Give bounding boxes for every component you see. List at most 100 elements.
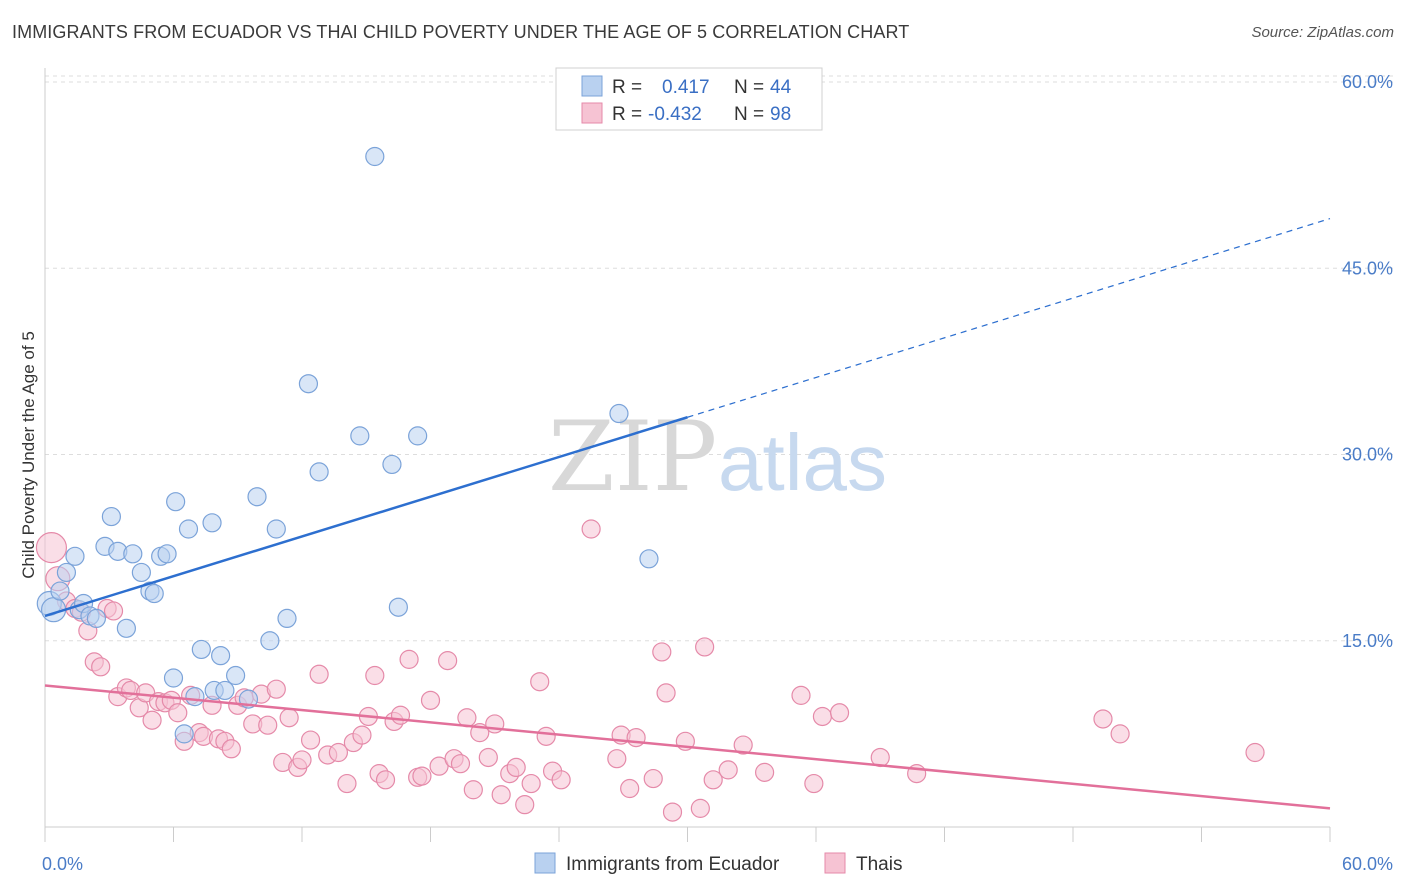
chart-title: IMMIGRANTS FROM ECUADOR VS THAI CHILD PO… xyxy=(12,22,910,42)
ecuador-point xyxy=(260,631,280,651)
thais-point xyxy=(35,532,68,564)
thais-point xyxy=(1093,709,1113,729)
ecuador-point xyxy=(365,146,385,167)
ecuador-point xyxy=(350,426,370,446)
thais-point xyxy=(581,519,601,539)
series-legend: Immigrants from Ecuador Thais xyxy=(534,852,902,875)
thais-point xyxy=(478,747,498,768)
thais-point xyxy=(690,798,710,818)
ecuador-trend-extension xyxy=(687,218,1331,418)
legend-swatch-thais xyxy=(581,102,603,124)
thais-point xyxy=(791,685,811,705)
thais-point xyxy=(352,725,372,745)
thais-point xyxy=(812,706,833,727)
thais-point xyxy=(221,739,241,759)
bottom-legend-swatch-ecuador xyxy=(534,852,556,874)
ecuador-point xyxy=(266,519,286,539)
ecuador-point xyxy=(408,426,428,446)
thais-point xyxy=(309,664,329,684)
thais-point xyxy=(450,754,471,774)
thais-point xyxy=(365,665,385,686)
y-tick-label-1: 30.0% xyxy=(1342,445,1393,465)
thais-point xyxy=(438,651,458,671)
thais-point xyxy=(1110,724,1130,744)
ecuador-point xyxy=(309,462,329,482)
ecuador-point xyxy=(639,549,659,569)
thais-point xyxy=(328,742,349,763)
ecuador-point xyxy=(211,646,231,666)
thais-point xyxy=(536,726,556,746)
ecuador-point xyxy=(215,680,235,701)
ecuador-point xyxy=(144,583,164,604)
legend-n-value-ecuador: 44 xyxy=(770,77,792,98)
thais-point xyxy=(258,715,278,735)
thais-point xyxy=(620,778,640,799)
thais-point xyxy=(491,785,511,805)
source-label: Source: ZipAtlas.com xyxy=(1251,24,1394,41)
ecuador-point xyxy=(131,562,151,583)
legend-r-value-ecuador: 0.417 xyxy=(662,77,710,98)
thais-point xyxy=(168,703,188,723)
thais-point xyxy=(703,770,723,790)
ecuador-point xyxy=(163,668,184,688)
thais-point xyxy=(412,766,432,786)
legend-n-label-thais: N = xyxy=(734,104,764,125)
thais-point xyxy=(515,795,535,815)
thais-point xyxy=(300,730,321,750)
ecuador-point xyxy=(191,639,211,660)
thais-point xyxy=(695,637,715,657)
ecuador-point xyxy=(123,544,143,564)
trend-lines xyxy=(44,218,1331,810)
y-tick-label-2: 45.0% xyxy=(1342,258,1393,278)
grid-lines xyxy=(45,75,1395,642)
ecuador-point xyxy=(202,513,222,533)
thais-point xyxy=(626,727,646,748)
thais-point xyxy=(804,773,824,794)
thais-point xyxy=(506,757,526,778)
ecuador-point xyxy=(382,454,402,475)
y-tick-labels: 15.0% 30.0% 45.0% 60.0% xyxy=(1342,72,1393,651)
bottom-legend-label-ecuador: Immigrants from Ecuador xyxy=(566,854,780,875)
thais-point xyxy=(733,735,753,755)
legend-r-label-ecuador: R = xyxy=(612,77,642,98)
thais-point xyxy=(420,690,441,710)
thais-point xyxy=(103,601,124,621)
ecuador-point xyxy=(50,581,70,601)
thais-point xyxy=(662,802,683,822)
thais-point xyxy=(643,768,663,789)
thais-point xyxy=(652,642,672,662)
stats-legend: R = 0.417 N = 44 R = -0.432 N = 98 xyxy=(555,67,823,131)
thais-point xyxy=(607,749,627,769)
legend-r-value-thais: -0.432 xyxy=(648,104,702,125)
thais-point xyxy=(530,672,550,692)
thais-point xyxy=(656,683,676,703)
thais-point xyxy=(91,657,111,677)
thais-point xyxy=(829,703,850,723)
x-tick-labels: 0.0% 60.0% xyxy=(42,854,1393,874)
ecuador-point xyxy=(226,665,246,686)
ecuador-point xyxy=(56,562,77,583)
bottom-legend-swatch-thais xyxy=(824,852,846,874)
ecuador-point xyxy=(116,618,136,638)
axes xyxy=(44,68,1331,842)
thais-point xyxy=(463,780,483,800)
ecuador-point xyxy=(157,544,177,564)
bottom-legend-label-thais: Thais xyxy=(856,854,902,875)
legend-n-label-ecuador: N = xyxy=(734,77,764,98)
thais-point xyxy=(142,710,162,730)
ecuador-point xyxy=(298,374,319,394)
legend-swatch-ecuador xyxy=(581,75,603,97)
thais-point xyxy=(551,770,571,790)
ecuador-point xyxy=(178,519,199,539)
y-axis-label: Child Poverty Under the Age of 5 xyxy=(19,331,38,579)
ecuador-point xyxy=(609,403,629,424)
thais-point xyxy=(399,649,419,669)
ecuador-point xyxy=(101,506,121,527)
x-tick-label-1: 60.0% xyxy=(1342,854,1393,874)
ecuador-point xyxy=(166,492,186,512)
ecuador-point xyxy=(247,487,267,507)
watermark-atlas: atlas xyxy=(718,418,887,507)
x-tick-label-0: 0.0% xyxy=(42,854,83,874)
watermark: ZIP atlas xyxy=(548,401,887,513)
